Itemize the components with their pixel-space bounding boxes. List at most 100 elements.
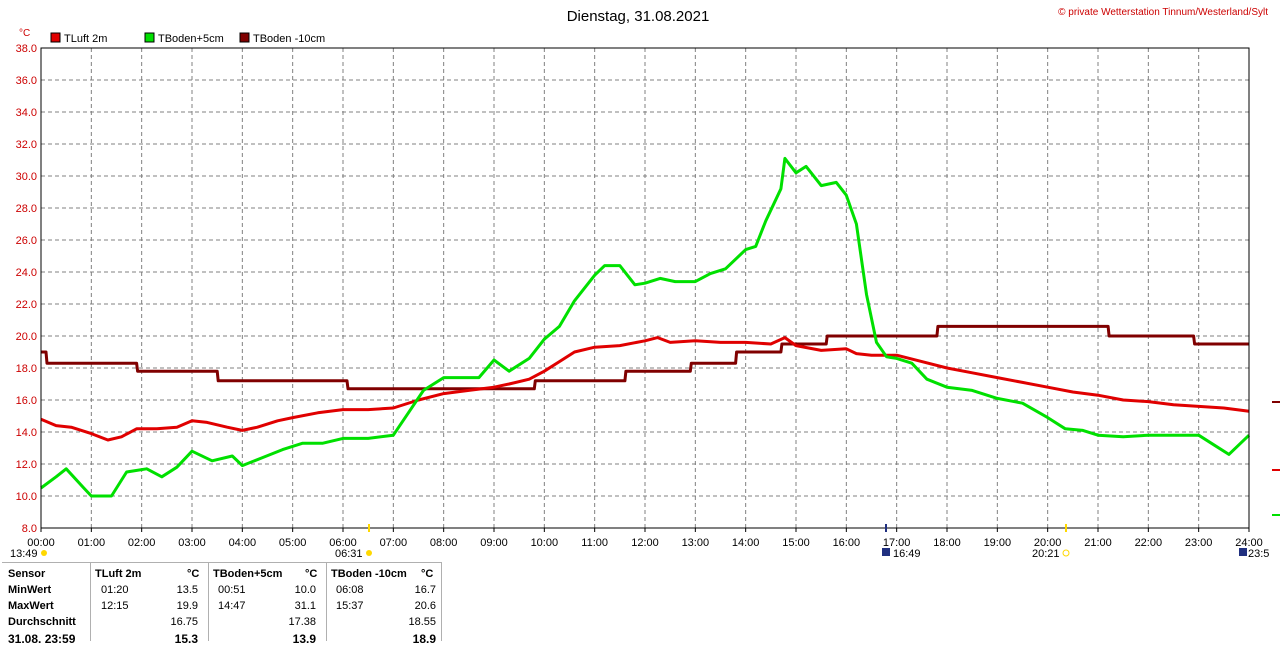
stats-max-value-3: 20.6 — [414, 600, 436, 612]
y-tick-label: 12.0 — [16, 459, 37, 471]
stats-header-sensor: Sensor — [8, 568, 46, 580]
x-tick-label: 11:00 — [581, 537, 608, 549]
legend-label-tluft: TLuft 2m — [64, 33, 107, 45]
x-tick-label: 20:00 — [1034, 537, 1062, 549]
y-tick-label: 30.0 — [16, 171, 37, 183]
sunset-icon — [1062, 549, 1070, 557]
statistics-table: Sensor TLuft 2m °C TBoden+5cm °C TBoden … — [2, 562, 442, 646]
x-tick-label: 16:00 — [833, 537, 861, 549]
stats-label-current: 31.08. 23:59 — [8, 632, 76, 646]
y-tick-label: 22.0 — [16, 299, 37, 311]
x-tick-label: 17:00 — [883, 537, 911, 549]
temperature-chart: Dienstag, 31.08.2021 © private Wettersta… — [10, 7, 1280, 560]
stats-max-time-1: 12:15 — [101, 600, 129, 612]
y-tick-label: 18.0 — [16, 363, 37, 375]
x-tick-label: 13:00 — [682, 537, 710, 549]
right-edge-markers — [1272, 401, 1280, 516]
stats-current-value-2: 13.9 — [292, 632, 316, 646]
y-tick-label: 26.0 — [16, 235, 37, 247]
x-tick-label: 03:00 — [178, 537, 206, 549]
right-time-label: 23:5 — [1248, 548, 1269, 560]
x-axis-ticks: 00:00 01:00 02:00 03:00 04:00 05:00 06:00 07:00… — [27, 528, 1263, 549]
x-tick-label: 23:00 — [1185, 537, 1213, 549]
copyright-label: © private Wetterstation Tinnum/Westerlan… — [1058, 7, 1268, 18]
stats-min-time-2: 00:51 — [218, 584, 246, 596]
x-tick-label: 19:00 — [984, 537, 1012, 549]
stats-header-unit2: °C — [305, 568, 318, 580]
y-tick-label: 36.0 — [16, 75, 37, 87]
stats-max-value-1: 19.9 — [176, 600, 198, 612]
x-tick-label: 05:00 — [279, 537, 307, 549]
y-tick-label: 38.0 — [16, 43, 37, 55]
moon-icon-right — [1239, 548, 1247, 556]
legend: TLuft 2m TBoden+5cm TBoden -10cm — [50, 32, 325, 45]
moonrise-label: 16:49 — [893, 548, 921, 560]
y-tick-label: 8.0 — [22, 523, 37, 535]
x-tick-label: 21:00 — [1084, 537, 1112, 549]
stats-min-time-3: 06:08 — [336, 584, 364, 596]
stats-avg-value-3: 18.55 — [408, 616, 436, 628]
y-axis-ticks: 8.0 10.0 12.0 14.0 16.0 18.0 20.0 22.0 24.0 26.0 2… — [16, 43, 37, 535]
y-tick-label: 24.0 — [16, 267, 37, 279]
legend-swatch-tboden10 — [239, 32, 250, 43]
legend-label-tboden5: TBoden+5cm — [158, 33, 224, 45]
sunset-label: 20:21 — [1032, 548, 1060, 560]
x-tick-label: 00:00 — [27, 537, 55, 549]
stats-header-unit1: °C — [187, 568, 200, 580]
stats-header-tluft: TLuft 2m — [95, 568, 142, 580]
series-lines — [40, 156, 1251, 498]
stats-header-tboden10: TBoden -10cm — [331, 568, 407, 580]
series-line-tboden10 — [41, 324, 1249, 391]
stats-current-value-1: 15.3 — [174, 632, 198, 646]
stats-max-value-2: 31.1 — [294, 600, 316, 612]
legend-label-tboden10: TBoden -10cm — [253, 33, 325, 45]
stats-header-unit3: °C — [421, 568, 434, 580]
y-tick-label: 20.0 — [16, 331, 37, 343]
x-tick-label: 09:00 — [480, 537, 508, 549]
sun-markers: 13:49 06:31 16:49 20:21 23:5 — [10, 524, 1269, 560]
x-tick-label: 12:00 — [631, 537, 659, 549]
y-unit-label: °C — [19, 28, 30, 39]
x-tick-label: 15:00 — [782, 537, 810, 549]
stats-max-time-2: 14:47 — [218, 600, 246, 612]
moon-icon — [882, 548, 890, 556]
x-tick-label: 22:00 — [1135, 537, 1163, 549]
y-tick-label: 16.0 — [16, 395, 37, 407]
x-tick-label: 10:00 — [531, 537, 559, 549]
stats-avg-value-1: 16.75 — [170, 616, 198, 628]
x-tick-label: 08:00 — [430, 537, 458, 549]
stats-min-time-1: 01:20 — [101, 584, 129, 596]
stats-max-time-3: 15:37 — [336, 600, 364, 612]
y-tick-label: 32.0 — [16, 139, 37, 151]
stats-min-value-1: 13.5 — [176, 584, 198, 596]
stats-label-avg: Durchschnitt — [8, 616, 76, 628]
left-time-label: 13:49 — [10, 548, 38, 560]
stats-min-value-3: 16.7 — [414, 584, 436, 596]
stats-header-tboden5: TBoden+5cm — [213, 568, 283, 580]
sun-icon — [41, 550, 47, 556]
plot-frame — [40, 47, 1250, 529]
sunrise-label: 06:31 — [335, 548, 363, 560]
series-line-tboden5 — [40, 156, 1251, 498]
y-tick-label: 28.0 — [16, 203, 37, 215]
chart-title: Dienstag, 31.08.2021 — [567, 8, 710, 25]
stats-label-min: MinWert — [8, 584, 52, 596]
grid — [41, 48, 1249, 528]
x-tick-label: 24:00 — [1235, 537, 1263, 549]
stats-avg-value-2: 17.38 — [288, 616, 316, 628]
sunrise-icon — [366, 550, 372, 556]
y-tick-label: 14.0 — [16, 427, 37, 439]
x-tick-label: 04:00 — [229, 537, 257, 549]
stats-min-value-2: 10.0 — [294, 584, 316, 596]
stats-current-value-3: 18.9 — [412, 632, 436, 646]
x-tick-label: 06:00 — [329, 537, 357, 549]
legend-swatch-tboden5 — [144, 32, 155, 43]
x-tick-label: 14:00 — [732, 537, 760, 549]
y-tick-label: 34.0 — [16, 107, 37, 119]
x-tick-label: 07:00 — [380, 537, 408, 549]
series-line-tluft — [40, 336, 1250, 442]
legend-swatch-tluft — [50, 32, 61, 43]
stats-label-max: MaxWert — [8, 600, 54, 612]
y-tick-label: 10.0 — [16, 491, 37, 503]
x-tick-label: 01:00 — [78, 537, 106, 549]
